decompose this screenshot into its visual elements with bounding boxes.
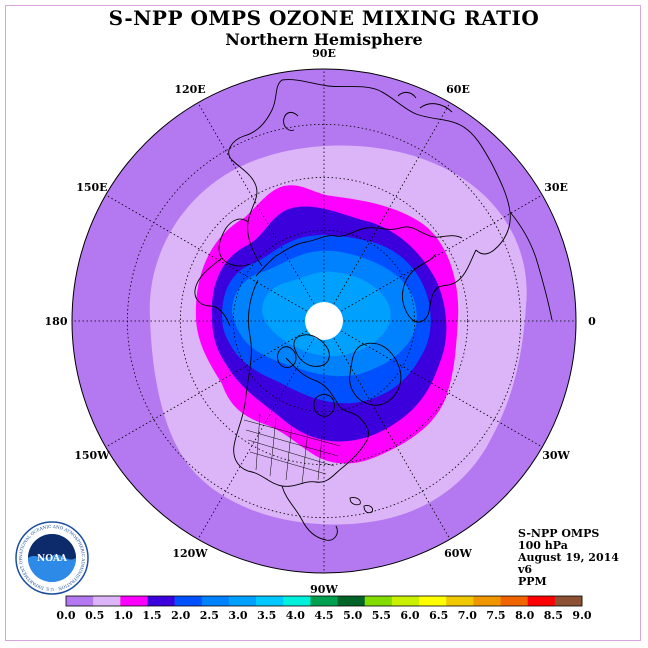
longitude-label: 120E bbox=[174, 83, 205, 96]
map-boundary bbox=[71, 68, 577, 574]
colorbar-tick-label: 9.0 bbox=[572, 609, 591, 622]
colorbar-tick-label: 1.5 bbox=[142, 609, 161, 622]
colorbar-swatch bbox=[93, 596, 121, 606]
colorbar-swatch bbox=[283, 596, 311, 606]
colorbar-swatch bbox=[446, 596, 474, 606]
longitude-label: 180 bbox=[45, 315, 68, 328]
colorbar-tick-label: 5.0 bbox=[343, 609, 362, 622]
meridian-line bbox=[333, 102, 451, 304]
colorbar-tick-label: 8.0 bbox=[515, 609, 534, 622]
colorbar-tick-label: 0.0 bbox=[56, 609, 75, 622]
longitude-labels: 90E 60E 30E 0 30W 60W 90W 120W 150W 180 150E 120E bbox=[45, 47, 597, 596]
colorbar-swatch bbox=[310, 596, 338, 606]
meridian-line bbox=[333, 338, 451, 540]
colorbar-swatch bbox=[500, 596, 528, 606]
colorbar-swatch bbox=[419, 596, 447, 606]
meridian-line bbox=[105, 330, 307, 448]
colorbar-swatch bbox=[256, 596, 284, 606]
info-block: S-NPP OMPS 100 hPa August 19, 2014 v6 PP… bbox=[518, 528, 619, 588]
colorbar-tick-label: 7.5 bbox=[486, 609, 505, 622]
colorbar-tick-label: 4.5 bbox=[314, 609, 333, 622]
coastlines bbox=[194, 79, 553, 541]
colorbar-tick-label: 4.0 bbox=[286, 609, 305, 622]
latitude-circle bbox=[179, 176, 469, 466]
colorbar-tick-label: 8.5 bbox=[544, 609, 563, 622]
colorbar-border bbox=[65, 595, 583, 607]
colorbar-tick-label: 1.0 bbox=[114, 609, 133, 622]
noaa-logo-text: NOAA bbox=[37, 554, 68, 564]
meridian-line bbox=[105, 194, 307, 312]
longitude-label: 90E bbox=[312, 47, 336, 60]
colorbar-swatch bbox=[66, 596, 94, 606]
colorbar-swatch bbox=[120, 596, 148, 606]
figure-frame bbox=[5, 5, 641, 641]
colorbar-swatch bbox=[201, 596, 230, 606]
longitude-label: 30W bbox=[542, 449, 570, 462]
info-instrument: S-NPP OMPS bbox=[518, 527, 600, 540]
colorbar-tick-label: 3.5 bbox=[257, 609, 276, 622]
colorbar-swatch bbox=[174, 596, 203, 606]
longitude-label: 60E bbox=[446, 83, 470, 96]
colorbar-swatch bbox=[337, 596, 366, 606]
meridian-line bbox=[197, 102, 315, 304]
meridian-line bbox=[197, 338, 315, 540]
colorbar-swatch bbox=[391, 596, 420, 606]
colorbar-swatch bbox=[554, 596, 583, 606]
map-subtitle: Northern Hemisphere bbox=[225, 30, 423, 49]
longitude-label: 30E bbox=[544, 181, 568, 194]
longitude-label: 150E bbox=[76, 181, 107, 194]
polar-gap bbox=[305, 302, 343, 340]
colorbar-swatch bbox=[527, 596, 556, 606]
longitude-label: 0 bbox=[588, 315, 596, 328]
longitude-label: 150W bbox=[74, 449, 110, 462]
colorbar-swatch bbox=[228, 596, 257, 606]
colorbar-swatch bbox=[147, 596, 175, 606]
colorbar-tick-label: 2.5 bbox=[200, 609, 219, 622]
info-version: v6 bbox=[518, 563, 533, 576]
meridian-line bbox=[341, 330, 543, 448]
colorbar-swatch bbox=[364, 596, 393, 606]
colorbar: 0.0 0.5 1.0 1.5 2.0 2.5 3.0 3.5 4.0 4.5 5.0 5.5 6.0 6… bbox=[56, 595, 592, 622]
longitude-label: 90W bbox=[310, 583, 338, 596]
colorbar-tick-label: 7.0 bbox=[458, 609, 477, 622]
noaa-logo: NOAA NATIONAL OCEANIC AND ATMOSPHERIC AD… bbox=[12, 516, 90, 600]
info-units: PPM bbox=[518, 575, 547, 588]
map-title: S-NPP OMPS OZONE MIXING RATIO bbox=[108, 6, 540, 30]
graticule bbox=[72, 69, 576, 573]
colorbar-tick-label: 3.0 bbox=[228, 609, 247, 622]
longitude-label: 120W bbox=[172, 547, 208, 560]
colorbar-tick-label: 6.0 bbox=[400, 609, 419, 622]
colorbar-tick-label: 6.5 bbox=[429, 609, 448, 622]
colorbar-tick-label: 2.0 bbox=[171, 609, 190, 622]
meridian-line bbox=[341, 194, 543, 312]
colorbar-tick-label: 5.5 bbox=[372, 609, 391, 622]
colorbar-swatch bbox=[473, 596, 501, 606]
longitude-label: 60W bbox=[444, 547, 472, 560]
political-borders bbox=[243, 413, 341, 485]
colorbar-tick-label: 0.5 bbox=[85, 609, 104, 622]
info-date: August 19, 2014 bbox=[518, 551, 619, 564]
latitude-circle bbox=[232, 229, 416, 413]
info-level: 100 hPa bbox=[518, 539, 568, 552]
